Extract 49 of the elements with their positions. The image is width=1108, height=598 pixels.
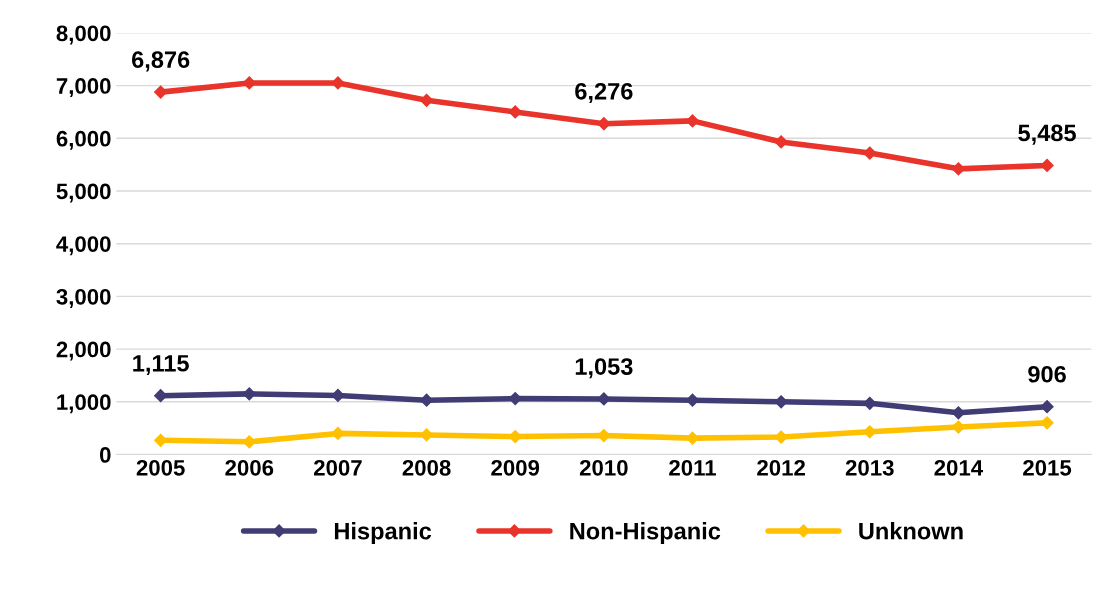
legend-label: Hispanic [334,522,432,545]
y-tick-label: 1,000 [57,394,111,414]
point [242,76,256,90]
x-tick-label: 2013 [845,459,894,476]
point [1040,416,1054,430]
x-tick-label: 2009 [491,459,540,476]
data-label: 6,276 [575,82,633,104]
point [951,420,966,434]
point [331,76,345,90]
point [508,105,522,119]
point [774,395,788,409]
y-tick-label: 4,000 [56,236,111,256]
y-tick-label: 5,000 [56,183,111,203]
x-tick-label: 2010 [579,459,628,476]
y-tick-label: 3,000 [56,288,111,308]
point [242,435,256,449]
point [597,117,611,131]
data-label: 5,485 [1018,124,1076,145]
y-tick-label: 0 [100,447,111,463]
legend-label: Non-Hispanic [570,522,721,545]
point [863,425,877,439]
data-label: 1,053 [575,358,633,379]
y-tick-label: 8,000 [56,25,111,45]
point [774,430,788,444]
x-tick-label: 2014 [934,459,984,476]
data-label: 906 [1028,365,1066,383]
y-tick-label: 7,000 [56,78,111,98]
data-label: 1,115 [133,355,189,376]
point [419,93,434,107]
x-tick-label: 2006 [225,459,274,476]
y-tick-label: 6,000 [56,130,111,150]
x-tick-label: 2012 [757,459,805,476]
x-tick-label: 2008 [402,459,451,476]
x-tick-label: 2005 [136,459,185,476]
point [331,388,345,403]
point [331,426,345,440]
point [597,392,611,406]
point [863,146,877,160]
x-tick-label: 2011 [669,459,716,476]
point [863,396,877,410]
data-label: 6,876 [131,51,190,72]
point [774,135,788,149]
x-tick-label: 2007 [314,459,362,476]
x-tick-label: 2015 [1023,459,1072,476]
point [1040,158,1054,173]
point [1040,400,1054,414]
point [154,85,168,99]
legend-label: Unknown [859,522,963,540]
y-tick-label: 2,000 [56,341,111,361]
